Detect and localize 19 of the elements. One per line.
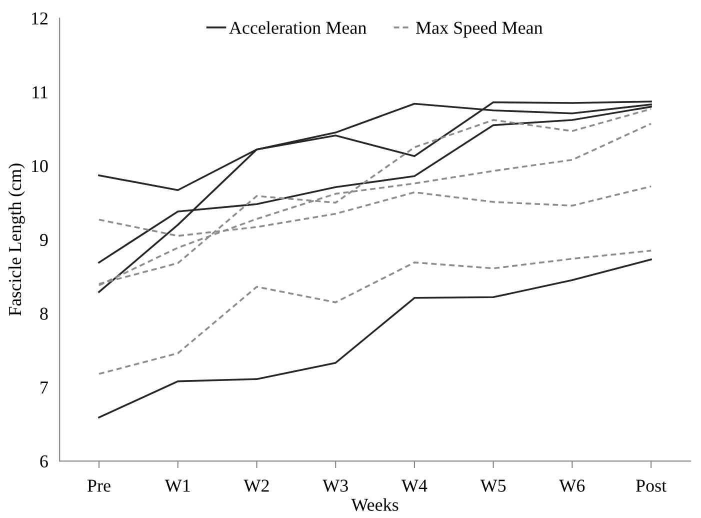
- x-tick-label: W2: [244, 480, 269, 492]
- y-tick-label: 11: [32, 86, 48, 98]
- x-tick-label: Post: [636, 480, 667, 492]
- x-tick-label: W1: [164, 480, 190, 492]
- x-axis-title: Weeks: [351, 498, 398, 512]
- y-tick-label: 8: [40, 308, 48, 320]
- x-tick-label: W4: [401, 480, 428, 492]
- y-tick-label: 12: [32, 12, 48, 24]
- x-tick-label: Pre: [88, 480, 110, 492]
- y-tick-label: 10: [32, 160, 48, 172]
- y-tick-label: 7: [40, 382, 48, 394]
- y-tick-label: 6: [40, 455, 48, 468]
- y-tick-label: 9: [40, 234, 48, 246]
- x-tick-label: W3: [322, 480, 348, 492]
- x-tick-label: W5: [480, 480, 506, 492]
- x-tick-label: W6: [559, 480, 585, 492]
- legend-label: Max Speed Mean: [416, 21, 543, 38]
- legend-label: Acceleration Mean: [229, 21, 366, 34]
- y-axis-title: Fascicle Length (cm): [8, 164, 25, 316]
